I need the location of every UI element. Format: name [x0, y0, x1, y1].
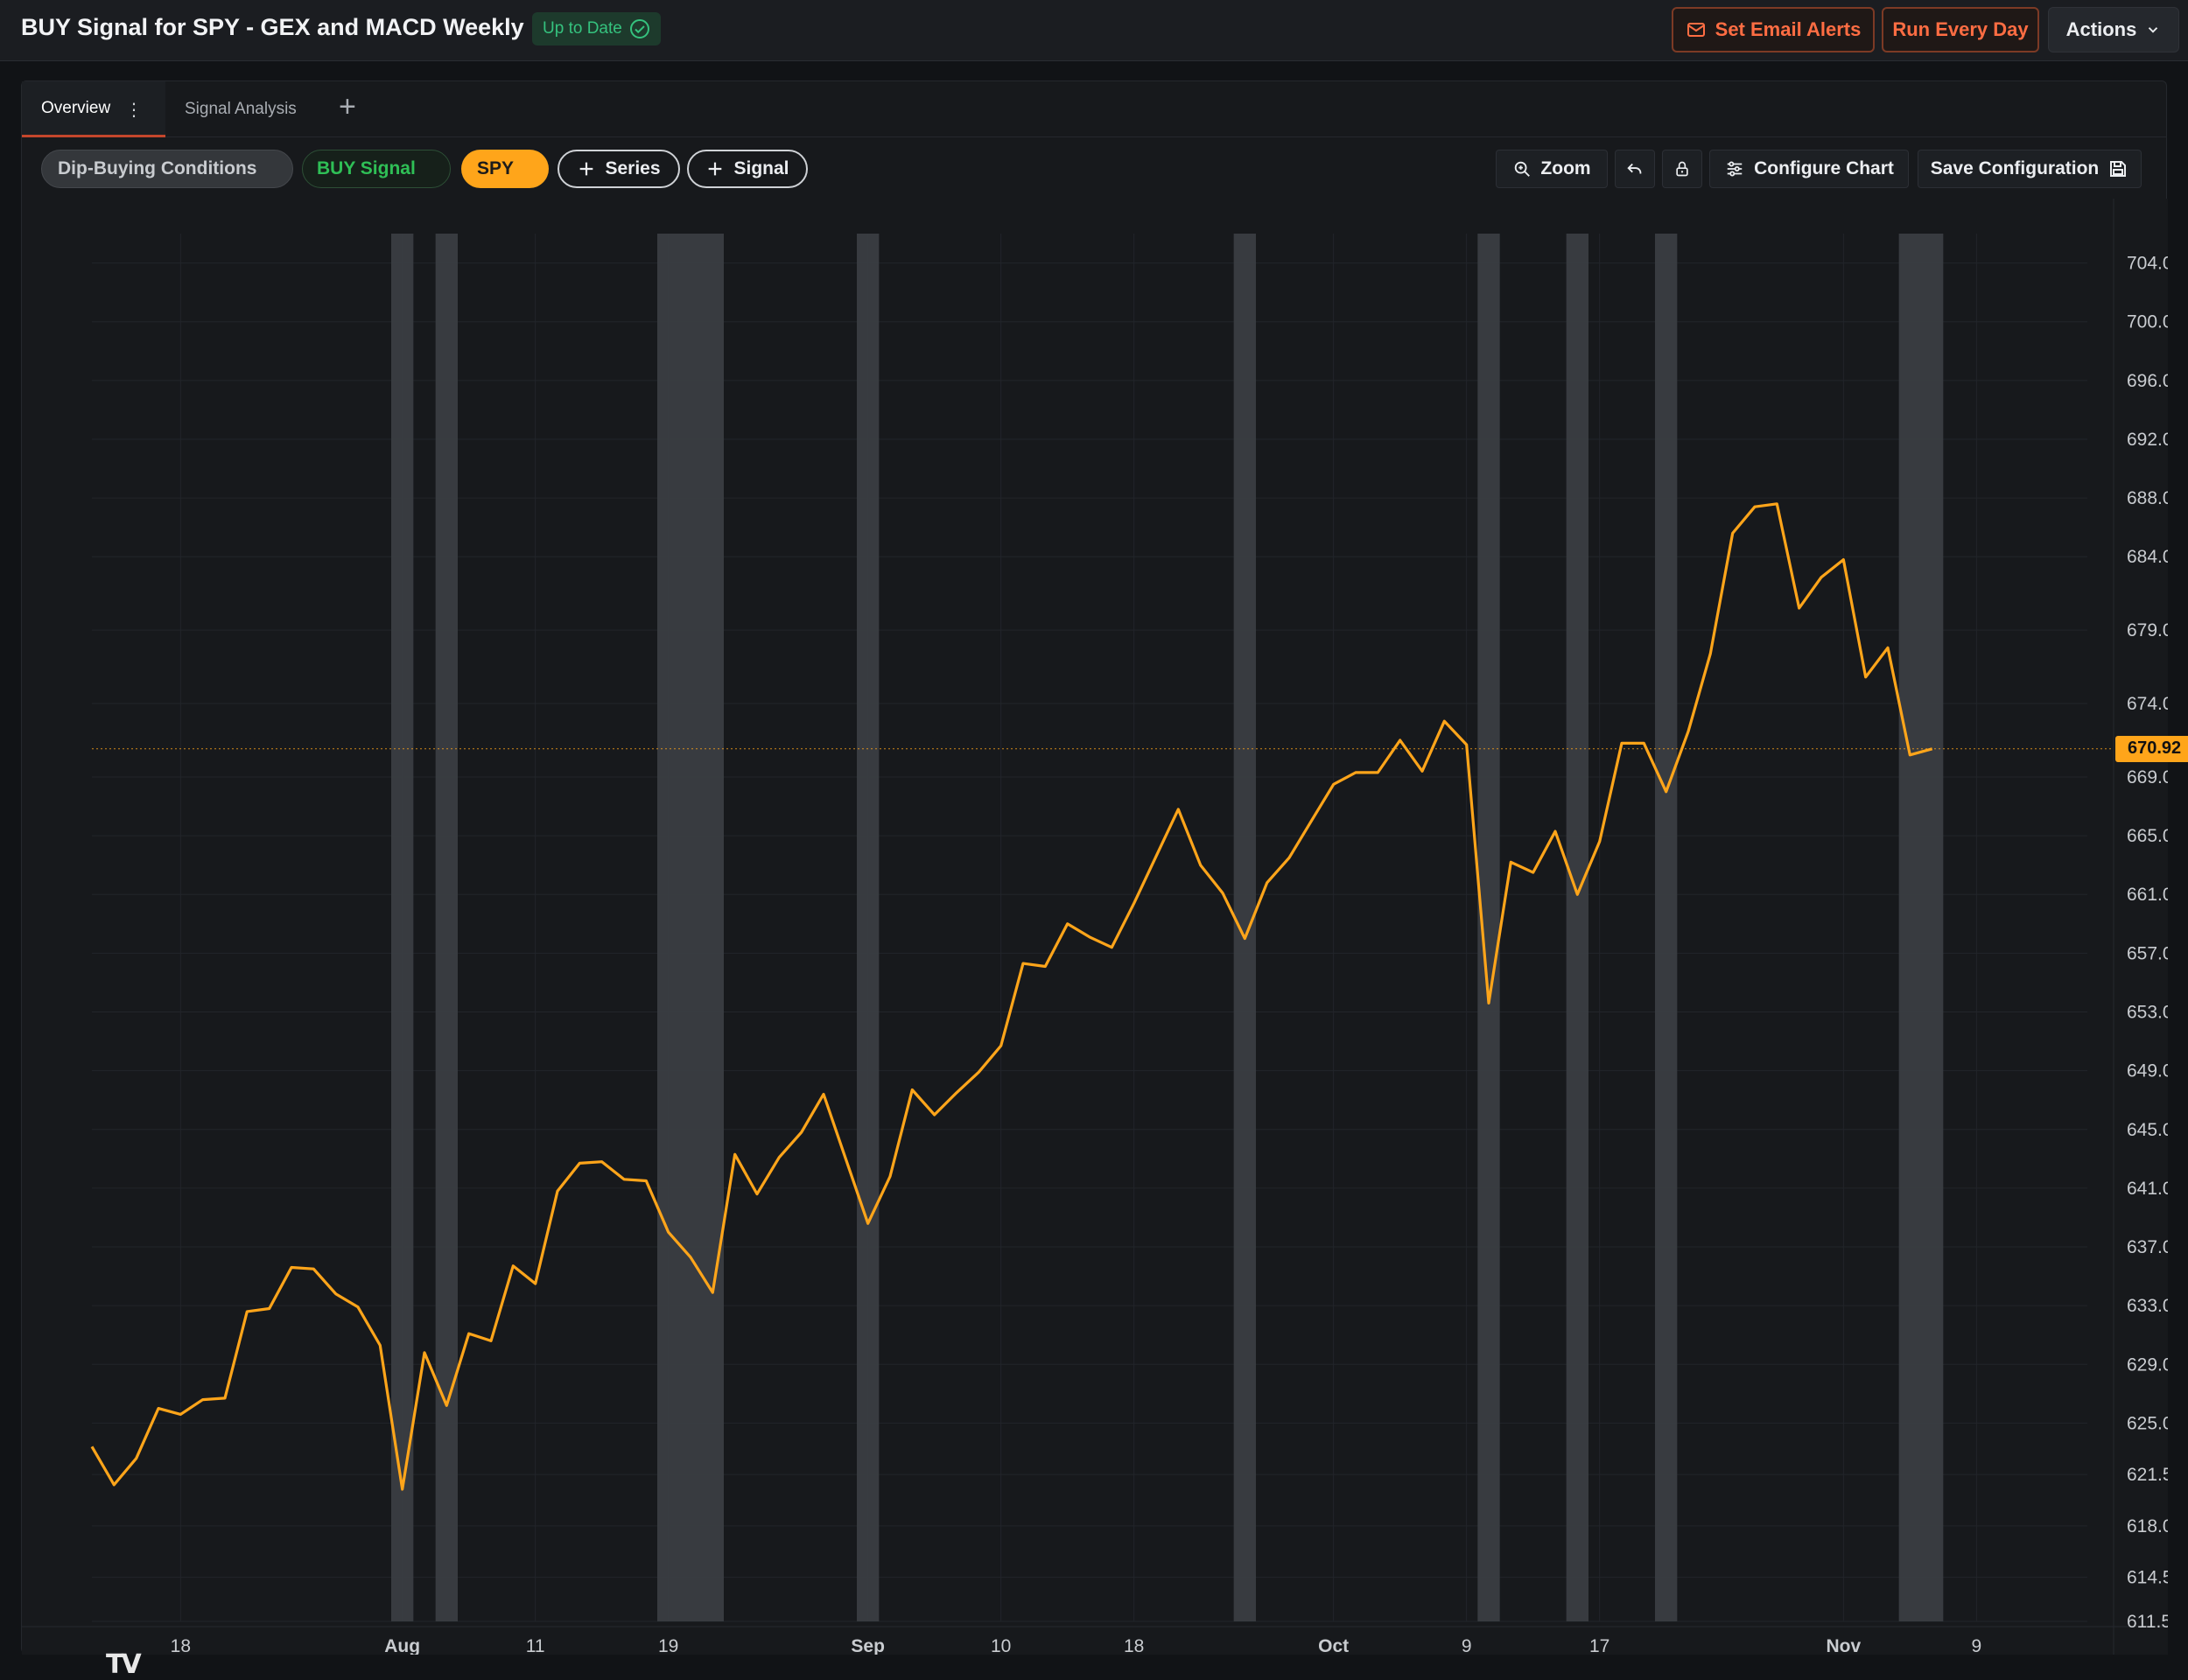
x-tick-label: Oct [1318, 1636, 1349, 1655]
buy-signal-band [1566, 234, 1588, 1621]
run-every-day-button[interactable]: Run Every Day [1882, 7, 2039, 52]
buy-signal-band [1233, 234, 1256, 1621]
spy-series-chip[interactable]: SPY [461, 150, 549, 188]
page-title: BUY Signal for SPY - GEX and MACD Weekly [21, 14, 524, 40]
tradingview-logo: TV [106, 1649, 142, 1680]
chart-background [22, 199, 2168, 1655]
save-configuration-label: Save Configuration [1930, 158, 2100, 178]
y-tick-label: 704.00 [2127, 254, 2168, 274]
add-tab-icon[interactable]: + [339, 90, 356, 123]
buy-signal-band [657, 234, 691, 1621]
x-tick-label: 17 [1589, 1636, 1609, 1655]
x-tick-label: 9 [1971, 1636, 1981, 1655]
y-tick-label: 641.00 [2127, 1179, 2168, 1199]
chart-toolbar: Dip-Buying Conditions BUY Signal SPY Ser… [22, 144, 2166, 190]
chart-canvas[interactable]: 704.00 700.00 696.00 692.00 688.00 684.00 679.… [22, 199, 2168, 1655]
x-tick-label: Sep [851, 1636, 885, 1655]
y-tick-label: 692.00 [2127, 430, 2168, 450]
y-tick-label: 657.00 [2127, 943, 2168, 963]
undo-button[interactable] [1615, 150, 1655, 188]
lock-icon [1676, 161, 1688, 177]
y-tick-label: 665.00 [2127, 826, 2168, 846]
chevron-down-icon [2149, 27, 2158, 33]
add-series-button[interactable]: Series [558, 150, 680, 188]
x-tick-label: 19 [658, 1636, 678, 1655]
sliders-icon [1727, 161, 1743, 177]
x-tick-label: 9 [1462, 1636, 1472, 1655]
y-tick-label: 684.00 [2127, 547, 2168, 567]
set-email-alerts-button[interactable]: Set Email Alerts [1672, 7, 1875, 52]
undo-icon [1627, 163, 1642, 174]
add-signal-button[interactable]: Signal [687, 150, 808, 188]
save-configuration-button[interactable]: Save Configuration [1918, 150, 2142, 188]
tab-overview[interactable]: Overview ⋮ [22, 81, 165, 137]
y-tick-label: 618.00 [2127, 1516, 2168, 1536]
plus-icon [580, 162, 593, 176]
configure-chart-label: Configure Chart [1754, 158, 1894, 178]
configure-chart-button[interactable]: Configure Chart [1709, 150, 1909, 188]
actions-label: Actions [2065, 18, 2137, 40]
y-tick-label: 700.00 [2127, 312, 2168, 332]
top-header: BUY Signal for SPY - GEX and MACD Weekly… [0, 0, 2188, 61]
spy-price-line [90, 502, 1933, 1491]
buy-signal-band [391, 234, 414, 1621]
buy-signal-band [691, 234, 724, 1621]
check-circle-icon [629, 19, 649, 38]
add-signal-label: Signal [733, 158, 789, 178]
buy-signal-band [1898, 234, 1944, 1621]
y-tick-label: 637.00 [2127, 1237, 2168, 1257]
add-series-label: Series [605, 158, 661, 178]
y-tick-label: 649.00 [2127, 1061, 2168, 1082]
zoom-label: Zoom [1540, 158, 1591, 178]
y-tick-label: 611.50 [2127, 1612, 2168, 1632]
y-tick-label: 629.00 [2127, 1354, 2168, 1375]
y-tick-label: 688.00 [2127, 488, 2168, 508]
buy-signal-label: BUY Signal [317, 158, 416, 178]
plus-icon [709, 162, 722, 176]
y-tick-label: 674.00 [2127, 694, 2168, 714]
save-icon [2110, 161, 2127, 177]
more-vertical-icon[interactable]: ⋮ [125, 101, 143, 120]
tab-signal-analysis-label: Signal Analysis [185, 100, 297, 118]
y-tick-label: 614.50 [2127, 1568, 2168, 1588]
buy-signal-band [1655, 234, 1678, 1621]
tab-signal-analysis[interactable]: Signal Analysis [185, 81, 297, 137]
run-every-day-label: Run Every Day [1892, 18, 2029, 40]
actions-dropdown[interactable]: Actions [2048, 7, 2179, 52]
last-price-label: 670.92 [2115, 735, 2188, 762]
y-tick-label: 653.00 [2127, 1003, 2168, 1023]
y-tick-label: 621.50 [2127, 1465, 2168, 1485]
dip-buying-conditions-label: Dip-Buying Conditions [58, 158, 257, 178]
x-tick-label: 11 [526, 1636, 545, 1655]
buy-signal-band [435, 234, 458, 1621]
mail-icon [1687, 23, 1705, 37]
buy-signal-band [857, 234, 880, 1621]
lock-button[interactable] [1662, 150, 1702, 188]
y-tick-label: 661.00 [2127, 885, 2168, 905]
y-tick-label: 625.00 [2127, 1413, 2168, 1433]
dashboard-panel: Overview ⋮ Signal Analysis + Dip-Buying … [21, 80, 2188, 1680]
tab-overview-label: Overview [41, 98, 111, 117]
x-tick-label: 10 [991, 1636, 1011, 1655]
x-tick-label: Aug [384, 1636, 420, 1655]
set-email-alerts-label: Set Email Alerts [1715, 18, 1862, 40]
y-tick-label: 696.00 [2127, 371, 2168, 391]
buy-signal-chip[interactable]: BUY Signal [302, 150, 451, 188]
y-tick-label: 645.00 [2127, 1120, 2168, 1140]
x-tick-label: 18 [171, 1636, 191, 1655]
y-tick-label: 679.00 [2127, 620, 2168, 640]
tab-bar: Overview ⋮ Signal Analysis + [22, 81, 2166, 137]
y-tick-label: 633.00 [2127, 1296, 2168, 1316]
x-tick-label: Nov [1826, 1636, 1861, 1655]
status-label: Up to Date [543, 19, 622, 38]
y-tick-label: 669.00 [2127, 767, 2168, 788]
zoom-icon [1515, 161, 1531, 177]
spy-series-label: SPY [477, 158, 515, 178]
price-chart[interactable]: 704.00 700.00 696.00 692.00 688.00 684.00 679.… [22, 199, 2188, 1680]
x-tick-label: 18 [1124, 1636, 1144, 1655]
dip-buying-conditions-chip[interactable]: Dip-Buying Conditions [41, 150, 293, 188]
zoom-button[interactable]: Zoom [1496, 150, 1608, 188]
status-badge: Up to Date [532, 12, 661, 46]
